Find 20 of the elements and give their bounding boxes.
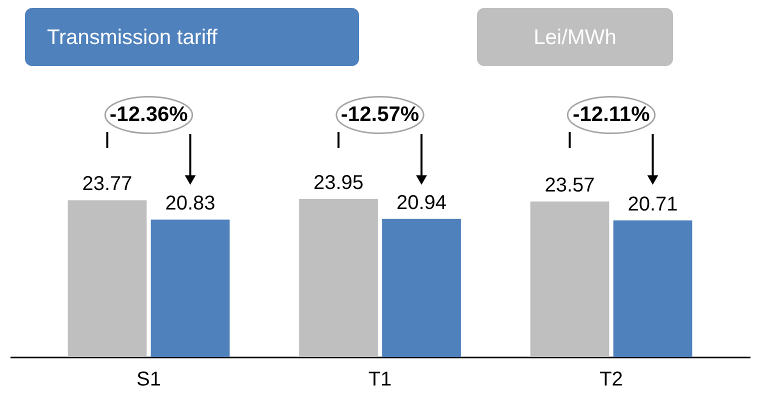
bar bbox=[613, 220, 692, 357]
data-label: 23.57 bbox=[544, 174, 595, 197]
chart-title: Transmission tariff bbox=[47, 26, 218, 49]
x-tick-label: S1 bbox=[136, 368, 161, 390]
text: -12.36% bbox=[110, 103, 188, 126]
text: -12.57% bbox=[340, 103, 420, 126]
bar bbox=[530, 202, 610, 357]
bar bbox=[382, 218, 461, 357]
data-label: 23.77 bbox=[82, 173, 132, 196]
chart-subtitle: Lei/MWh bbox=[534, 26, 616, 49]
bar bbox=[299, 199, 378, 357]
bar bbox=[68, 200, 147, 357]
x-tick-label: T1 bbox=[368, 368, 392, 390]
data-label: 23.95 bbox=[313, 172, 364, 194]
text: -12.11% bbox=[572, 103, 650, 126]
data-label: 20.71 bbox=[628, 193, 678, 216]
data-label: 20.94 bbox=[396, 192, 447, 214]
data-label: 20.83 bbox=[165, 192, 216, 215]
bar bbox=[150, 220, 230, 357]
x-tick-label: T2 bbox=[600, 368, 623, 390]
